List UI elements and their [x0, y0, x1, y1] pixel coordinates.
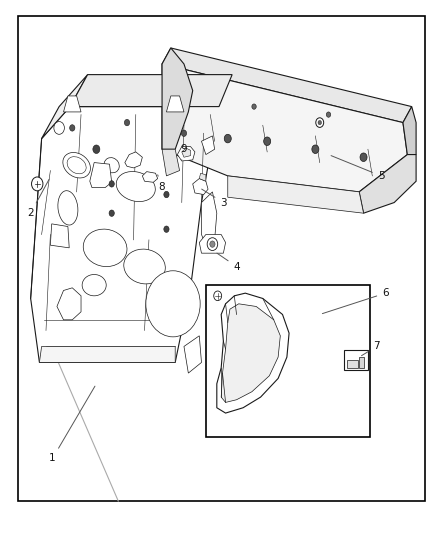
Polygon shape [50, 224, 69, 248]
Ellipse shape [58, 191, 78, 225]
Text: 1: 1 [49, 386, 95, 463]
Circle shape [214, 291, 222, 301]
Circle shape [124, 119, 130, 126]
Polygon shape [162, 64, 407, 192]
Circle shape [109, 210, 114, 216]
Polygon shape [217, 293, 289, 413]
Polygon shape [177, 147, 195, 161]
Polygon shape [166, 96, 184, 112]
Circle shape [316, 118, 324, 127]
Text: 3: 3 [201, 189, 227, 207]
Polygon shape [359, 155, 416, 213]
Ellipse shape [124, 249, 165, 284]
Circle shape [70, 125, 75, 131]
Circle shape [326, 112, 331, 117]
Text: 2: 2 [27, 180, 49, 218]
Polygon shape [199, 173, 206, 181]
Circle shape [264, 137, 271, 146]
Text: 4: 4 [217, 253, 240, 271]
Polygon shape [184, 336, 201, 373]
Text: 8: 8 [158, 175, 166, 191]
Polygon shape [199, 235, 226, 253]
Bar [359, 357, 364, 368]
Polygon shape [162, 48, 412, 123]
Bar [344, 350, 368, 370]
Polygon shape [39, 346, 175, 362]
Polygon shape [182, 148, 191, 157]
Text: 6: 6 [322, 288, 389, 313]
Ellipse shape [83, 229, 127, 266]
Circle shape [93, 145, 100, 154]
Polygon shape [125, 152, 142, 168]
Circle shape [32, 177, 43, 191]
Circle shape [109, 181, 114, 187]
Text: 5: 5 [331, 156, 385, 181]
Polygon shape [142, 172, 158, 182]
Ellipse shape [67, 157, 86, 174]
Ellipse shape [116, 172, 155, 201]
Polygon shape [201, 136, 215, 155]
Circle shape [54, 122, 64, 134]
Polygon shape [221, 304, 280, 402]
Ellipse shape [104, 158, 119, 173]
Circle shape [181, 130, 187, 136]
Polygon shape [201, 192, 217, 245]
Circle shape [318, 120, 321, 125]
Text: 9: 9 [180, 144, 187, 160]
Polygon shape [228, 176, 364, 213]
Bar [206, 285, 370, 437]
Circle shape [164, 191, 169, 198]
Bar [347, 360, 358, 368]
Circle shape [224, 134, 231, 143]
Polygon shape [57, 288, 81, 320]
Ellipse shape [82, 274, 106, 296]
Ellipse shape [63, 152, 90, 178]
Polygon shape [162, 149, 180, 176]
Polygon shape [162, 48, 193, 149]
Polygon shape [90, 163, 112, 188]
Circle shape [146, 271, 200, 337]
Polygon shape [70, 75, 232, 107]
Circle shape [360, 153, 367, 161]
Polygon shape [42, 75, 88, 139]
Polygon shape [31, 107, 219, 362]
Polygon shape [193, 179, 208, 195]
Polygon shape [403, 107, 416, 155]
Polygon shape [64, 96, 81, 112]
Circle shape [312, 145, 319, 154]
Circle shape [252, 104, 256, 109]
Circle shape [210, 241, 215, 247]
Circle shape [164, 226, 169, 232]
Circle shape [207, 238, 218, 251]
Text: 7: 7 [361, 342, 380, 356]
